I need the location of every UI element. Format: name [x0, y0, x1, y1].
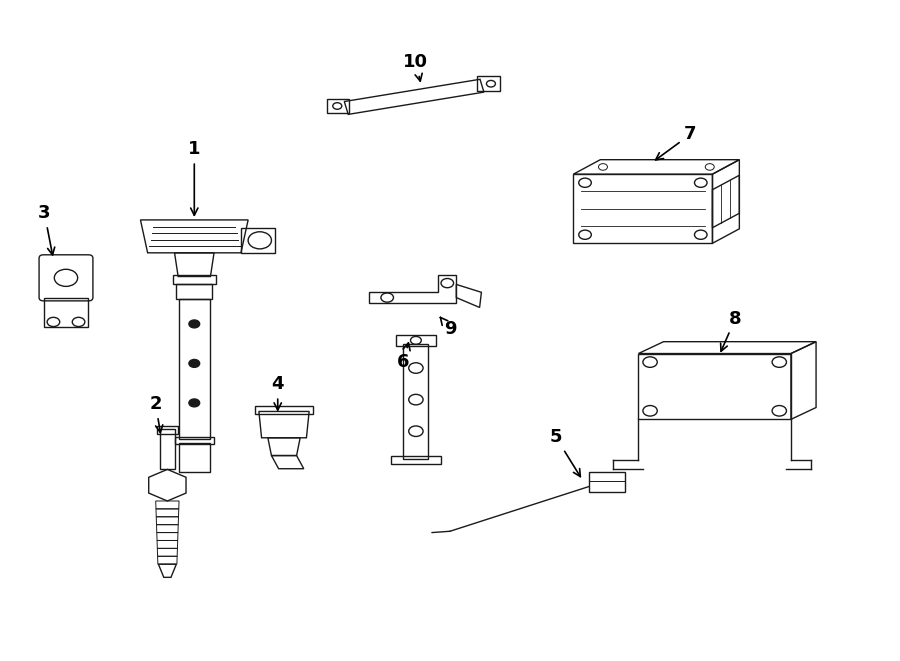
Text: 6: 6 — [397, 343, 410, 371]
Text: 7: 7 — [655, 126, 697, 160]
Circle shape — [189, 399, 200, 407]
Circle shape — [189, 360, 200, 368]
Text: 8: 8 — [721, 309, 742, 351]
Text: 2: 2 — [149, 395, 163, 432]
Text: 1: 1 — [188, 141, 201, 215]
Text: 10: 10 — [403, 53, 428, 81]
Text: 3: 3 — [38, 204, 55, 255]
Text: 4: 4 — [272, 375, 284, 410]
Text: 9: 9 — [440, 317, 456, 338]
Text: 5: 5 — [550, 428, 580, 477]
Circle shape — [189, 320, 200, 328]
